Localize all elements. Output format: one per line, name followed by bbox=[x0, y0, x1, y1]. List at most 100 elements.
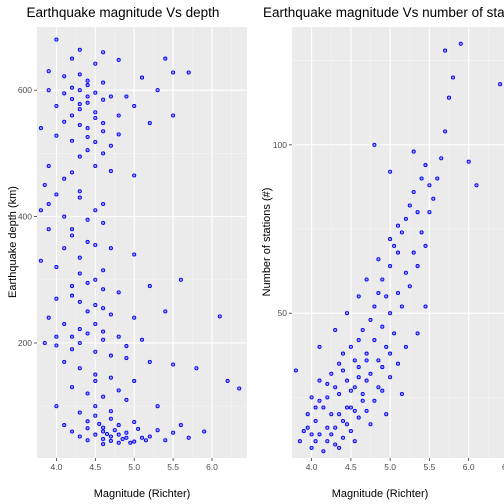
depth-y-axis-label: Earthquake depth (km) bbox=[7, 186, 19, 298]
data-point bbox=[132, 103, 137, 109]
data-point bbox=[77, 195, 82, 200]
data-point bbox=[124, 397, 129, 402]
x-tick-label: 5.0 bbox=[128, 462, 140, 472]
data-point bbox=[337, 391, 342, 397]
x-tick-label: 5.5 bbox=[423, 462, 435, 472]
data-point bbox=[317, 378, 322, 383]
data-point bbox=[372, 398, 377, 403]
data-point bbox=[186, 435, 191, 440]
data-point bbox=[333, 442, 338, 447]
data-point bbox=[93, 90, 98, 95]
data-point bbox=[376, 358, 381, 363]
data-point bbox=[93, 303, 98, 308]
data-point bbox=[93, 378, 98, 383]
depth-x-axis: 4.0 4.5 5.0 5.5 6.0 bbox=[51, 458, 218, 472]
data-point bbox=[77, 47, 82, 52]
x-tick-label: 4.0 bbox=[51, 462, 63, 472]
data-point bbox=[352, 408, 357, 413]
data-point bbox=[321, 449, 326, 454]
data-point bbox=[85, 438, 90, 443]
data-point bbox=[415, 331, 420, 336]
data-point bbox=[69, 284, 75, 289]
data-point bbox=[93, 139, 98, 145]
data-point bbox=[163, 309, 168, 314]
data-point bbox=[155, 88, 160, 93]
data-point bbox=[62, 423, 67, 428]
data-point bbox=[194, 366, 199, 371]
data-point bbox=[376, 290, 381, 296]
data-point bbox=[69, 429, 75, 434]
data-point bbox=[225, 378, 230, 383]
data-point bbox=[325, 425, 330, 430]
data-point bbox=[69, 227, 75, 232]
data-point bbox=[101, 442, 106, 447]
data-point bbox=[101, 287, 106, 292]
stations-y-axis-label: Number of stations (#) bbox=[261, 188, 273, 297]
data-point bbox=[101, 436, 106, 442]
data-point bbox=[411, 149, 416, 154]
data-point bbox=[297, 439, 302, 444]
data-point bbox=[54, 404, 59, 409]
data-point bbox=[419, 176, 424, 181]
data-point bbox=[388, 375, 393, 380]
data-point bbox=[384, 412, 389, 417]
data-point bbox=[384, 344, 389, 349]
data-point bbox=[337, 361, 342, 366]
data-point bbox=[171, 113, 176, 118]
stations-x-axis: 4.0 4.5 5.0 5.5 6.0 6.5 bbox=[306, 458, 504, 472]
data-point bbox=[423, 163, 428, 168]
data-point bbox=[348, 388, 353, 393]
data-point bbox=[54, 103, 59, 109]
data-point bbox=[333, 327, 338, 333]
data-point bbox=[237, 386, 242, 391]
data-point bbox=[54, 192, 59, 197]
stations-y-axis: 50 100 bbox=[273, 140, 292, 318]
data-point bbox=[85, 148, 90, 153]
data-point bbox=[85, 83, 90, 88]
data-point bbox=[431, 196, 436, 201]
data-point bbox=[348, 405, 353, 410]
data-point bbox=[348, 429, 353, 434]
data-point bbox=[423, 304, 428, 309]
data-point bbox=[46, 163, 51, 169]
data-point bbox=[62, 176, 67, 181]
data-point bbox=[104, 431, 110, 437]
data-point bbox=[333, 385, 338, 390]
data-point bbox=[85, 419, 90, 424]
data-point bbox=[85, 309, 90, 314]
data-point bbox=[305, 412, 310, 417]
data-point bbox=[62, 321, 67, 327]
data-point bbox=[116, 132, 121, 137]
data-point bbox=[317, 398, 322, 403]
data-point bbox=[62, 359, 67, 364]
data-point bbox=[108, 416, 113, 421]
data-point bbox=[415, 264, 420, 269]
data-point bbox=[93, 115, 98, 121]
data-point bbox=[108, 169, 113, 174]
y-tick-label: 400 bbox=[18, 212, 32, 222]
data-point bbox=[344, 405, 350, 410]
data-point bbox=[388, 264, 393, 269]
data-point bbox=[313, 418, 318, 424]
data-point bbox=[395, 290, 401, 296]
data-point bbox=[439, 156, 444, 161]
data-point bbox=[171, 430, 176, 435]
depth-chart: Earthquake magnitude Vs depth 4.0 4.5 5.0 5… bbox=[7, 5, 247, 500]
data-point bbox=[360, 391, 365, 397]
data-point bbox=[69, 334, 75, 339]
data-point bbox=[101, 121, 106, 126]
data-point bbox=[54, 343, 59, 348]
data-point bbox=[395, 250, 401, 255]
x-tick-label: 6.0 bbox=[463, 462, 475, 472]
data-point bbox=[77, 410, 82, 415]
data-point bbox=[368, 371, 373, 376]
data-point bbox=[139, 435, 145, 440]
x-tick-label: 4.5 bbox=[345, 462, 357, 472]
data-point bbox=[132, 173, 137, 178]
data-point bbox=[171, 362, 176, 367]
data-point bbox=[407, 284, 412, 289]
data-point bbox=[101, 337, 106, 342]
data-point bbox=[136, 426, 141, 431]
data-point bbox=[38, 258, 43, 263]
data-point bbox=[309, 395, 314, 400]
